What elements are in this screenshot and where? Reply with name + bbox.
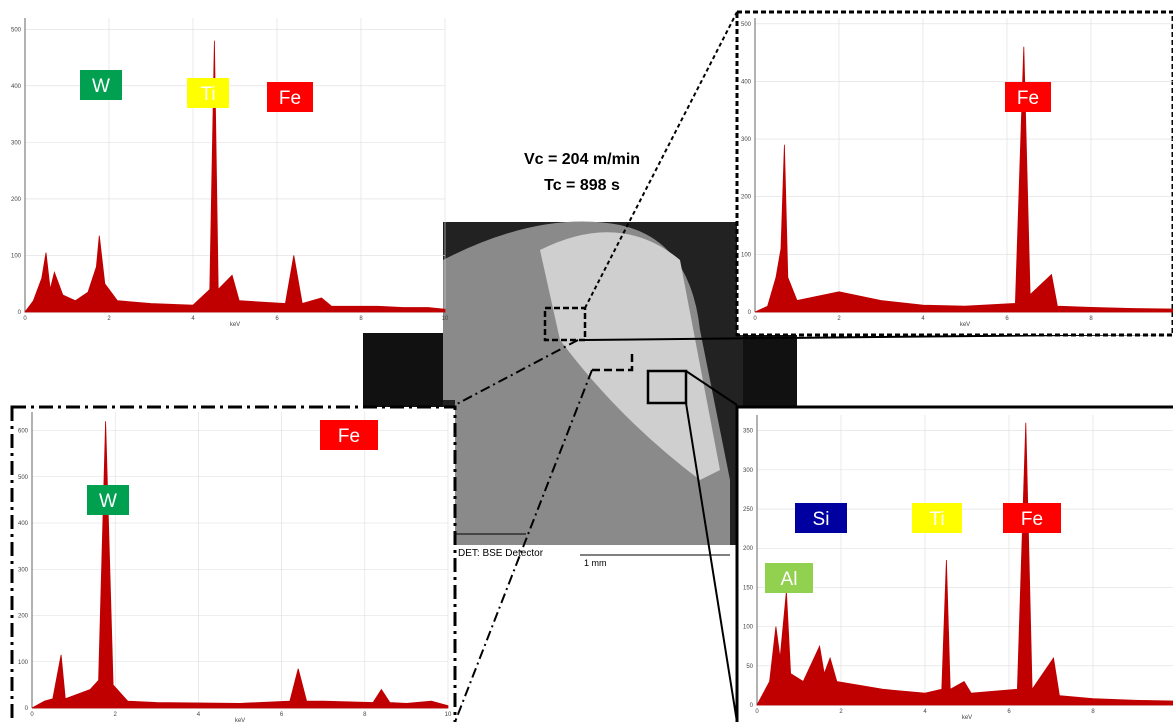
condition: Vc = 204 m/min (524, 151, 640, 168)
annotation-box (1005, 82, 1051, 112)
y-tick-label: 50 (746, 664, 753, 670)
x-tick-label: 8 (363, 712, 367, 718)
x-axis-label: keV (962, 715, 972, 721)
annotation: Al (781, 569, 798, 590)
annotation: Fe (338, 426, 360, 447)
x-tick-label: 6 (280, 712, 284, 718)
y-tick-label: 100 (11, 253, 22, 259)
y-tick-label: 200 (741, 195, 752, 201)
y-tick-label: 100 (18, 660, 29, 666)
y-tick-label: 0 (750, 703, 754, 709)
x-tick-label: 2 (107, 316, 111, 322)
annotation-box (87, 485, 129, 515)
y-tick-label: 400 (11, 84, 22, 90)
y-tick-label: 350 (743, 429, 754, 435)
x-axis-label: keV (230, 322, 240, 328)
y-tick-label: 500 (741, 22, 752, 28)
annotation: Fe (1021, 509, 1043, 530)
annotation: Fe (279, 88, 301, 109)
x-tick-label: 2 (837, 316, 841, 322)
spectrum (756, 422, 1173, 706)
annotation: Ti (200, 84, 215, 105)
y-tick-label: 300 (18, 567, 29, 573)
annotation: Si (813, 509, 830, 530)
x-tick-label: 8 (1089, 316, 1093, 322)
condition: Tc = 898 s (544, 177, 620, 194)
x-tick-label: 4 (923, 709, 927, 715)
x-tick-label: 6 (1005, 316, 1009, 322)
spectrum (754, 46, 1173, 313)
x-axis-label: keV (960, 322, 970, 328)
y-tick-label: 150 (743, 585, 754, 591)
y-tick-label: 300 (741, 137, 752, 143)
x-axis-label: keV (235, 718, 245, 722)
scale-label: 1 mm (584, 558, 607, 568)
spectrum-chart: 0 50 100 150 200 250 300 350 0 2 4 6 8 keV Si Ti Fe Al (743, 415, 1173, 721)
annotation: W (99, 491, 117, 512)
y-tick-label: 300 (743, 468, 754, 474)
spectrum (24, 40, 446, 313)
y-tick-label: 600 (18, 429, 29, 435)
x-tick-label: 4 (197, 712, 201, 718)
x-tick-label: 0 (23, 316, 27, 322)
spectrum-chart: 0 100 200 300 400 500 0 2 4 6 8 10 keV W Ti Fe (11, 18, 449, 328)
spectrum (31, 421, 449, 709)
annotation: Ti (929, 509, 944, 530)
x-tick-label: 8 (1091, 709, 1095, 715)
annotation-box (187, 78, 229, 108)
y-tick-label: 250 (743, 507, 754, 513)
y-tick-label: 500 (11, 27, 22, 33)
y-tick-label: 200 (743, 546, 754, 552)
y-tick-label: 500 (18, 475, 29, 481)
y-tick-label: 400 (18, 521, 29, 527)
annotation-box (765, 563, 813, 593)
x-tick-label: 6 (1007, 709, 1011, 715)
y-tick-label: 100 (741, 252, 752, 258)
x-tick-label: 2 (114, 712, 118, 718)
y-tick-label: 200 (18, 614, 29, 620)
x-tick-label: 8 (359, 316, 363, 322)
x-tick-label: 2 (839, 709, 843, 715)
annotation-box (1003, 503, 1061, 533)
annotation: Fe (1017, 88, 1039, 109)
annotation-box (912, 503, 962, 533)
x-tick-label: 10 (445, 712, 452, 718)
annotation-box (795, 503, 847, 533)
annotation-box (267, 82, 313, 112)
y-tick-label: 400 (741, 79, 752, 85)
spectrum-chart: 0 100 200 300 400 500 0 2 4 6 8 keV Fe (741, 18, 1173, 328)
frame (10, 405, 457, 722)
y-tick-label: 0 (18, 310, 22, 316)
annotation-box (320, 420, 378, 450)
y-tick-label: 200 (11, 197, 22, 203)
detector-label: DET: BSE Detector (458, 548, 544, 559)
y-tick-label: 0 (25, 706, 29, 712)
annotation: W (92, 76, 110, 97)
x-tick-label: 0 (755, 709, 759, 715)
x-tick-label: 4 (921, 316, 925, 322)
x-tick-label: 6 (275, 316, 279, 322)
frame (735, 10, 1173, 337)
x-tick-label: 10 (442, 316, 449, 322)
x-tick-label: 0 (753, 316, 757, 322)
annotation-box (80, 70, 122, 100)
y-tick-label: 0 (748, 310, 752, 316)
y-tick-label: 100 (743, 625, 754, 631)
x-tick-label: 4 (191, 316, 195, 322)
y-tick-label: 300 (11, 140, 22, 146)
spectrum-chart: 0 100 200 300 400 500 600 0 2 4 6 8 10 keV Fe W (18, 412, 452, 722)
x-tick-label: 0 (30, 712, 34, 718)
